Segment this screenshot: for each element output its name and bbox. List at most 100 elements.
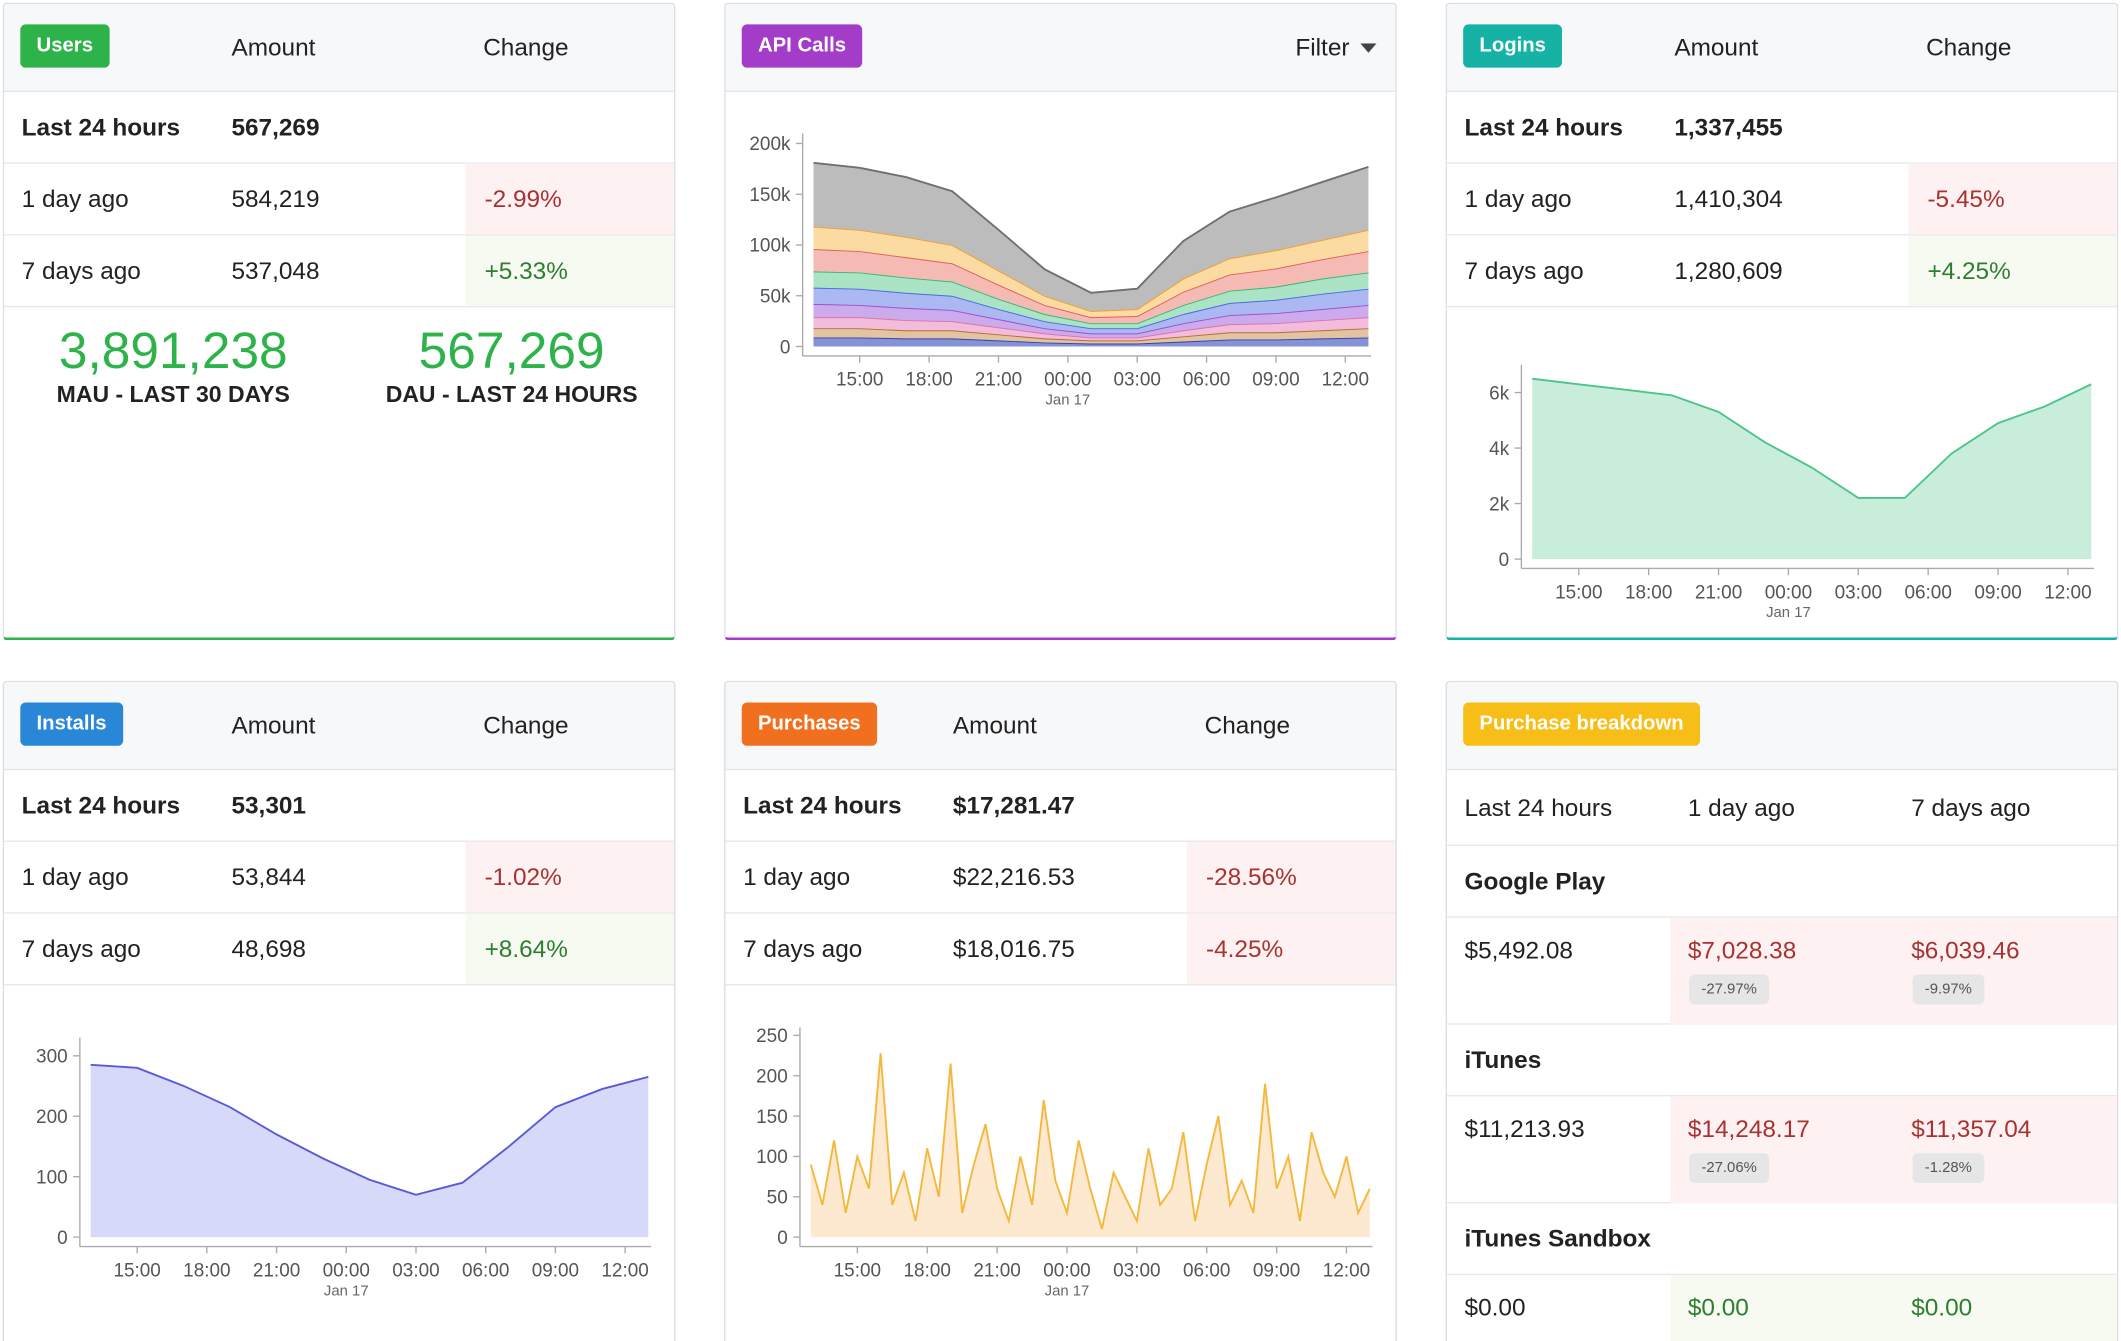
panel: Users Amount Change Last 24 hours 567,269 1 d…: [2, 2, 676, 641]
amount: 567,269: [231, 113, 320, 141]
amount: 584,219: [231, 185, 320, 213]
row-label: 1 day ago: [21, 863, 129, 891]
area-fill: [813, 226, 1369, 318]
area-line: [90, 1063, 649, 1196]
amount: 53,844: [231, 863, 306, 891]
column-header: Amount: [231, 711, 316, 740]
badge: API Calls: [741, 24, 863, 68]
x-tick-label: 03:00: [1835, 582, 1882, 603]
column-header: Last 24 hours: [1464, 794, 1613, 822]
table-row: Last 24 hours 567,269: [4, 92, 675, 164]
panel-header: API Calls Filter: [725, 4, 1396, 93]
panel: Installs Amount Change Last 24 hours 53,301 1…: [2, 680, 676, 1341]
badge: Purchase breakdown: [1463, 702, 1700, 746]
change: -1.02%: [465, 841, 675, 913]
column-row: Last 24 hours 1 day ago 7 days ago: [1446, 770, 2117, 846]
caret-shape: [1360, 43, 1377, 53]
area-fill: [813, 287, 1369, 334]
y-tick-label: 0: [57, 1228, 68, 1249]
x-tick-label: 12:00: [601, 1260, 648, 1281]
x-tick-label: 00:00: [1043, 1260, 1090, 1281]
y-tick-label: 2k: [1489, 494, 1510, 515]
badge: Users: [20, 24, 110, 68]
y-tick-label: 150k: [749, 185, 791, 206]
row-label: 7 days ago: [743, 935, 863, 963]
change: +5.33%: [465, 235, 675, 306]
x-tick-label: 15:00: [836, 370, 883, 391]
row-label: 7 days ago: [21, 257, 141, 285]
x-tick-label: 09:00: [1253, 1260, 1300, 1281]
change-pill: -1.28%: [1912, 1153, 1985, 1183]
x-tick-label: 21:00: [975, 370, 1022, 391]
section-values-row: $0.00 $0.00 $0.00: [1447, 1275, 2117, 1341]
table-row: Last 24 hours 53,301: [4, 770, 675, 842]
row-label: Last 24 hours: [1464, 113, 1623, 141]
table-row: 1 day ago 1,410,304 -5.45%: [1446, 163, 2117, 236]
table-row: 7 days ago 537,048 +5.33%: [4, 235, 675, 308]
previous-cell: $11,357.04 -1.28%: [1893, 1096, 2117, 1204]
y-tick-label: 200: [756, 1067, 788, 1088]
panel: API Calls Filter 0 50k 100k 150k 200k 15:00 18:0…: [724, 2, 1397, 641]
table-row: 1 day ago 53,844 -1.02%: [4, 841, 675, 914]
area-line: [813, 161, 1369, 294]
column-header: Amount: [231, 33, 316, 61]
x-tick-label: 21:00: [253, 1260, 300, 1281]
current-value: $11,213.93: [1464, 1115, 1585, 1143]
section-values-row: $5,492.08 $7,028.38 -27.97% $6,039.46 -9.97%: [1446, 917, 2117, 1025]
previous-value: $7,028.38: [1687, 936, 1797, 964]
y-tick-label: 100: [36, 1167, 68, 1188]
change-pill: -27.06%: [1689, 1153, 1770, 1183]
column-header: Change: [1926, 33, 2012, 61]
y-tick-label: 150: [756, 1107, 788, 1128]
column-header: Change: [483, 33, 569, 61]
amount: 537,048: [231, 257, 320, 285]
chart: 0 100 200 300 15:00 18:00 21:00 00:00 Jan 17 03:0…: [36, 1037, 652, 1299]
chart: 0 50k 100k 150k 200k 15:00 18:00 21:00 00:00 Jan …: [749, 133, 1372, 409]
row-label: Last 24 hours: [743, 791, 902, 819]
area-fill: [1532, 378, 2092, 560]
badge: Installs: [20, 702, 123, 746]
x-tick-label: 09:00: [532, 1260, 579, 1281]
area-fill: [813, 317, 1369, 341]
panel-header: Users Amount Change: [4, 4, 675, 93]
row-label: 7 days ago: [1464, 257, 1584, 285]
x-tick-label: 12:00: [1322, 370, 1369, 391]
panel-header: Purchases Amount Change: [725, 682, 1396, 771]
x-tick-label: 15:00: [834, 1260, 881, 1281]
x-tick-label: 21:00: [1695, 582, 1742, 603]
y-tick-label: 4k: [1489, 439, 1510, 460]
amount: 1,337,455: [1674, 113, 1783, 141]
current-value: $0.00: [1464, 1293, 1526, 1322]
x-tick-label: 15:00: [113, 1260, 160, 1281]
filter-button[interactable]: Filter: [1295, 4, 1377, 91]
y-tick-label: 100: [756, 1147, 788, 1168]
change-pill: -27.97%: [1689, 974, 1770, 1005]
section-title-row: iTunes: [1446, 1025, 2117, 1097]
x-tick-label: 03:00: [1113, 1260, 1160, 1281]
x-tick-label: 06:00: [1904, 582, 1951, 603]
x-tick-sublabel: Jan 17: [1766, 605, 1811, 621]
amount: 53,301: [231, 791, 306, 819]
column-header: Amount: [952, 711, 1037, 740]
previous-cell: $7,028.38 -27.97%: [1670, 917, 1894, 1025]
x-tick-sublabel: Jan 17: [324, 1283, 369, 1299]
row-label: 1 day ago: [1464, 185, 1572, 213]
previous-value: $11,357.04: [1911, 1115, 2032, 1143]
y-tick-label: 50: [767, 1188, 788, 1209]
row-label: Last 24 hours: [21, 113, 181, 141]
x-tick-label: 18:00: [1625, 582, 1672, 603]
row-label: 1 day ago: [21, 185, 129, 213]
area-fill: [813, 328, 1369, 344]
panel-header: Installs Amount Change: [4, 682, 675, 771]
table-row: 7 days ago 48,698 +8.64%: [4, 913, 675, 986]
panel: Purchases Amount Change Last 24 hours $17,28…: [724, 680, 1397, 1341]
x-tick-label: 00:00: [1044, 370, 1091, 391]
column-header: Amount: [1674, 33, 1759, 61]
current-value: $5,492.08: [1464, 936, 1573, 964]
change: -28.56%: [1187, 841, 1396, 913]
x-tick-label: 18:00: [904, 1260, 951, 1281]
x-tick-label: 12:00: [2044, 582, 2091, 603]
x-tick-label: 00:00: [323, 1260, 370, 1281]
